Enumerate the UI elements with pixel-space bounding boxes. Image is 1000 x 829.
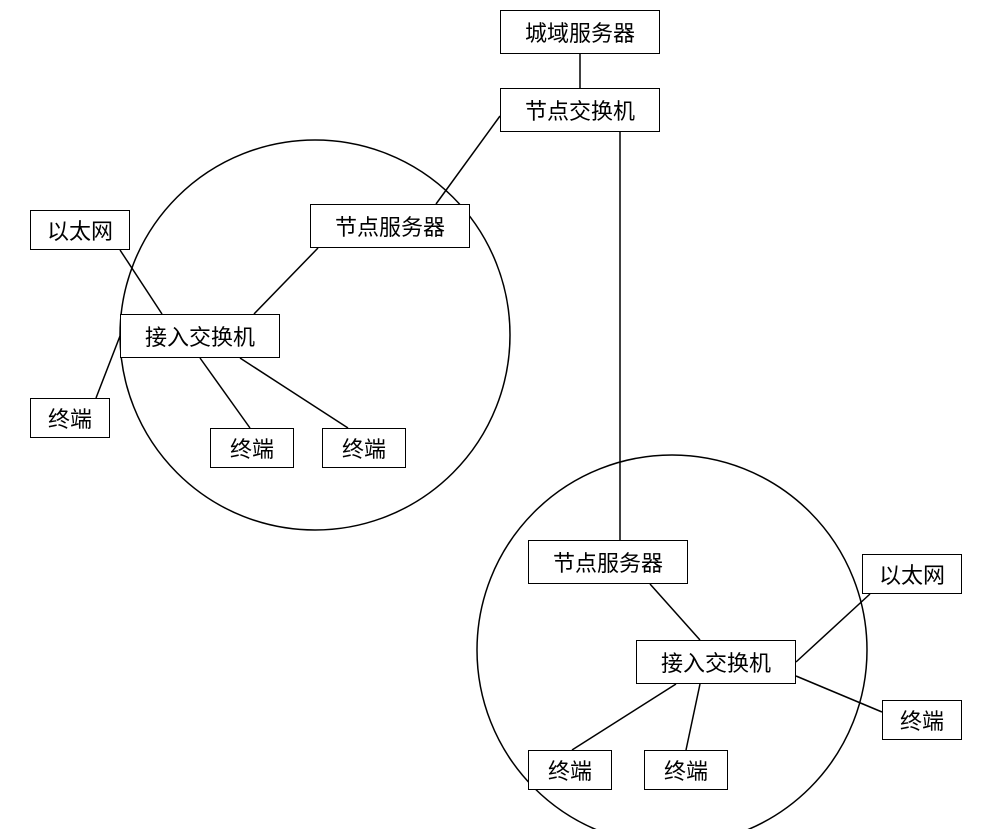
access-switch-b: 接入交换机 [636,640,796,684]
terminal-b-1-label: 终端 [548,754,592,786]
terminal-b-out: 终端 [882,700,962,740]
terminal-a-2-label: 终端 [342,432,386,464]
node-switch-label: 节点交换机 [525,94,635,126]
terminal-a-2: 终端 [322,428,406,468]
terminal-b-1: 终端 [528,750,612,790]
ethernet-b: 以太网 [862,554,962,594]
metro-server-node: 城域服务器 [500,10,660,54]
ethernet-b-label: 以太网 [879,558,945,590]
node-server-a-label: 节点服务器 [335,210,445,242]
terminal-b-out-label: 终端 [900,704,944,736]
ethernet-a: 以太网 [30,210,130,250]
access-switch-a: 接入交换机 [120,314,280,358]
terminal-a-1: 终端 [210,428,294,468]
node-server-b-label: 节点服务器 [553,546,663,578]
terminal-a-out-label: 终端 [48,402,92,434]
access-switch-b-label: 接入交换机 [661,646,771,678]
terminal-b-2: 终端 [644,750,728,790]
ethernet-a-label: 以太网 [47,214,113,246]
terminal-b-2-label: 终端 [664,754,708,786]
terminal-a-out: 终端 [30,398,110,438]
node-switch-node: 节点交换机 [500,88,660,132]
node-server-b: 节点服务器 [528,540,688,584]
terminal-a-1-label: 终端 [230,432,274,464]
metro-server-label: 城域服务器 [525,16,635,48]
node-server-a: 节点服务器 [310,204,470,248]
access-switch-a-label: 接入交换机 [145,320,255,352]
